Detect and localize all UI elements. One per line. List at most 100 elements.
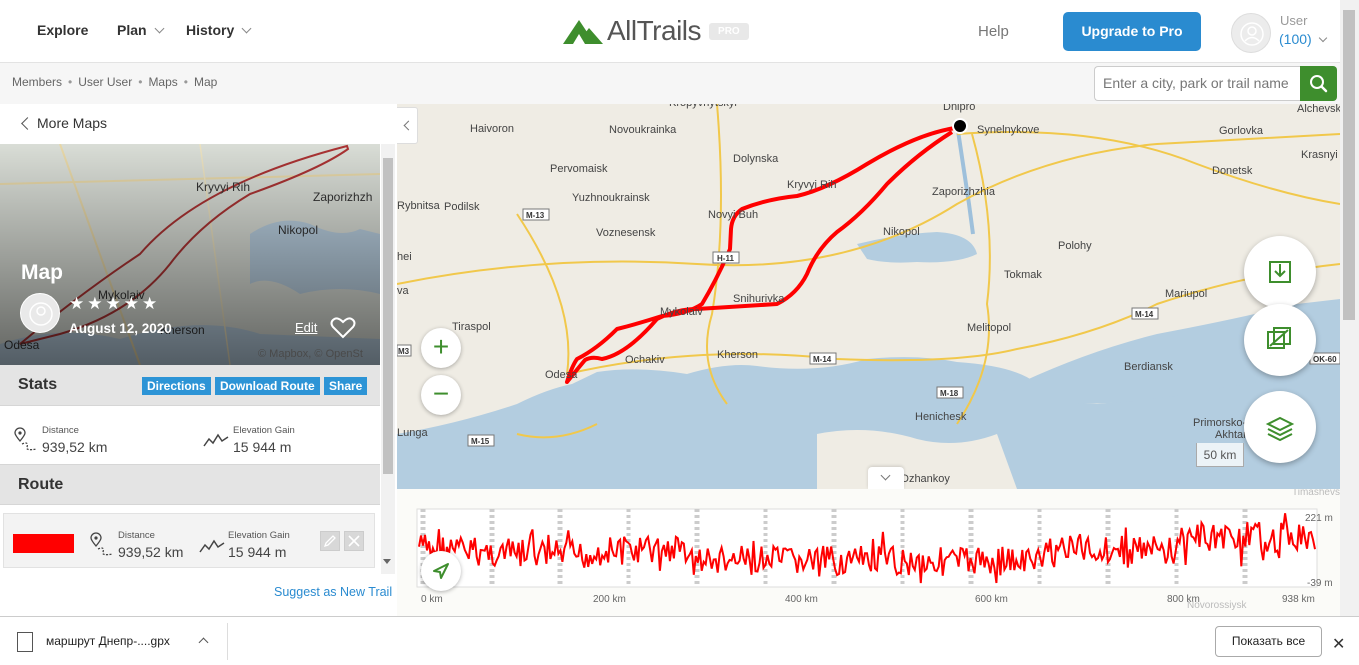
svg-text:Gorlovka: Gorlovka <box>1219 125 1264 137</box>
edit-link[interactable]: Edit <box>295 320 318 335</box>
distance-pin-icon <box>14 427 38 451</box>
map-view[interactable]: Kropyvnytskyi Dnipro Synelnykove Alchevs… <box>397 104 1340 489</box>
search-input[interactable]: Enter a city, park or trail name <box>1094 66 1300 101</box>
scroll-down-arrow-icon[interactable] <box>383 559 391 564</box>
file-icon <box>17 632 33 652</box>
user-points[interactable]: (100) <box>1279 31 1327 47</box>
svg-text:M-14: M-14 <box>813 355 832 364</box>
route-elevation-value: 15 944 m <box>228 544 287 560</box>
svg-text:Kryvyi Rih: Kryvyi Rih <box>787 179 837 191</box>
svg-text:M-15: M-15 <box>471 437 490 446</box>
nav-explore[interactable]: Explore <box>37 22 89 38</box>
logo-text: AllTrails <box>607 15 702 46</box>
map-layers-button[interactable] <box>1244 391 1316 463</box>
breadcrumb-members[interactable]: Members <box>12 75 63 89</box>
divider <box>227 623 228 660</box>
svg-text:Primorsko-: Primorsko- <box>1193 417 1247 429</box>
svg-text:Polohy: Polohy <box>1058 240 1092 252</box>
search-button[interactable] <box>1300 66 1337 101</box>
svg-text:va: va <box>397 285 410 297</box>
download-map-button[interactable] <box>1244 236 1316 308</box>
collapse-panel-button[interactable] <box>397 107 418 144</box>
chevron-up-icon[interactable] <box>198 637 209 648</box>
panel-scrollbar-thumb[interactable] <box>383 158 393 474</box>
svg-text:Dolynska: Dolynska <box>733 153 779 165</box>
nav-history-label: History <box>186 22 235 38</box>
stats-header: Stats Directions Download Route Share <box>0 365 380 406</box>
breadcrumb-separator: • <box>68 75 73 89</box>
nav-plan[interactable]: Plan <box>117 22 165 38</box>
user-name[interactable]: User <box>1280 13 1308 28</box>
breadcrumb-separator: • <box>138 75 143 89</box>
locate-button[interactable] <box>421 551 461 591</box>
svg-text:Nikopol: Nikopol <box>883 226 920 238</box>
breadcrumb-maps[interactable]: Maps <box>148 75 178 89</box>
chevron-down-icon <box>1318 33 1327 43</box>
svg-text:Ochakiv: Ochakiv <box>625 354 665 366</box>
download-route-button[interactable]: Download Route <box>215 377 320 395</box>
nav-plan-label: Plan <box>117 22 147 38</box>
route-item[interactable]: Distance 939,52 km Elevation Gain 15 944… <box>3 513 375 568</box>
delete-route-button[interactable] <box>344 531 364 551</box>
breadcrumb-separator: • <box>183 75 188 89</box>
svg-text:Donetsk: Donetsk <box>1212 165 1253 177</box>
author-avatar[interactable] <box>20 293 60 333</box>
show-all-button[interactable]: Показать все <box>1215 626 1322 657</box>
svg-text:Synelnykove: Synelnykove <box>977 124 1039 136</box>
mountain-logo-icon <box>563 20 603 44</box>
help-link[interactable]: Help <box>978 23 1009 40</box>
svg-text:Odesa: Odesa <box>545 369 578 381</box>
map-thumbnail-hero[interactable]: Kryvyi Rih Zaporizhzh Nikopol Mykolaiv K… <box>0 144 380 365</box>
svg-text:Krasnyi Luch: Krasnyi Luch <box>1301 149 1340 161</box>
elev-x-label: 400 km <box>785 594 818 605</box>
stats-title: Stats <box>18 376 58 393</box>
map-date: August 12, 2020 <box>69 321 172 336</box>
download-filename[interactable]: маршрут Днепр-....gpx <box>46 634 170 648</box>
avatar[interactable] <box>1231 13 1271 53</box>
svg-text:Haivoron: Haivoron <box>470 123 514 135</box>
svg-text:Berdiansk: Berdiansk <box>1124 361 1173 373</box>
download-icon <box>1269 261 1291 283</box>
close-icon[interactable]: ✕ <box>1332 636 1346 653</box>
svg-text:M-14: M-14 <box>1135 310 1154 319</box>
elevation-profile[interactable]: 0 km 200 km 400 km 600 km 800 km 938 km … <box>397 489 1340 616</box>
map-title: Map <box>21 261 63 284</box>
copy-icon <box>1267 327 1291 349</box>
breadcrumb-user[interactable]: User User <box>78 75 133 89</box>
zoom-in-button[interactable]: + <box>421 328 461 368</box>
user-icon <box>29 302 53 326</box>
window-scrollbar-thumb[interactable] <box>1343 10 1355 320</box>
svg-text:Tokmak: Tokmak <box>1004 269 1042 281</box>
alltrails-logo[interactable]: AllTrails PRO <box>563 14 749 48</box>
svg-text:M-13: M-13 <box>526 211 545 220</box>
edit-route-button[interactable] <box>320 531 340 551</box>
download-bar: маршрут Днепр-....gpx Показать все ✕ <box>0 616 1359 665</box>
distance-value: 939,52 km <box>42 439 108 455</box>
svg-text:M-18: M-18 <box>940 389 959 398</box>
directions-button[interactable]: Directions <box>142 377 211 395</box>
nav-history[interactable]: History <box>186 22 252 38</box>
navigation-arrow-icon <box>433 563 449 579</box>
faint-place-label: Novorossiysk <box>1187 600 1247 611</box>
route-color-swatch[interactable] <box>13 534 74 553</box>
suggest-new-trail-link[interactable]: Suggest as New Trail <box>274 585 393 599</box>
favorite-button[interactable] <box>330 316 356 345</box>
svg-text:Mykolaiv: Mykolaiv <box>660 306 703 318</box>
rating-stars[interactable]: ★★★★★ <box>69 294 161 313</box>
map-scale: 50 km <box>1196 443 1244 467</box>
more-maps-link[interactable]: More Maps <box>0 104 380 144</box>
share-button[interactable]: Share <box>324 377 368 395</box>
close-icon <box>348 535 360 547</box>
elev-x-label: 0 km <box>421 594 443 605</box>
toggle-elevation-button[interactable] <box>868 467 904 489</box>
zoom-out-button[interactable]: − <box>421 375 461 415</box>
user-icon <box>1240 22 1264 46</box>
svg-text:Novyi Buh: Novyi Buh <box>708 209 758 221</box>
route-distance-value: 939,52 km <box>118 544 184 560</box>
chevron-down-icon <box>241 23 252 34</box>
svg-text:hei: hei <box>397 251 412 263</box>
upgrade-button[interactable]: Upgrade to Pro <box>1063 12 1201 51</box>
elev-x-label: 600 km <box>975 594 1008 605</box>
copy-map-button[interactable] <box>1244 304 1316 376</box>
